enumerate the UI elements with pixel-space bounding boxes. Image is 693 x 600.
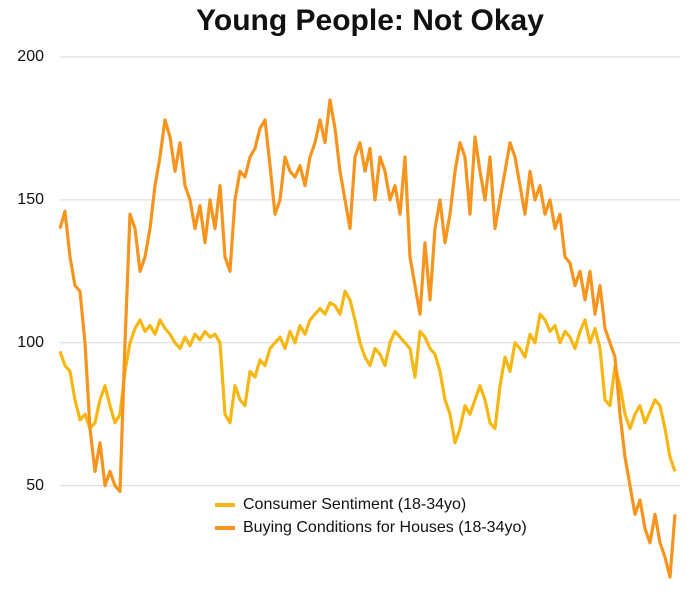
y-tick-label: 150: [17, 191, 44, 208]
legend-label: Consumer Sentiment (18-34yo): [243, 496, 466, 513]
legend-label: Buying Conditions for Houses (18-34yo): [243, 519, 527, 536]
chart-title: Young People: Not Okay: [196, 4, 544, 37]
lines: [58, 98, 677, 579]
series-line: [58, 98, 677, 579]
legend: Consumer Sentiment (18-34yo) Buying Condi…: [215, 496, 527, 536]
series-line: [58, 289, 677, 472]
y-tick-label: 100: [17, 334, 44, 351]
y-tick-label: 200: [17, 48, 44, 65]
y-tick-label: 50: [26, 477, 44, 494]
